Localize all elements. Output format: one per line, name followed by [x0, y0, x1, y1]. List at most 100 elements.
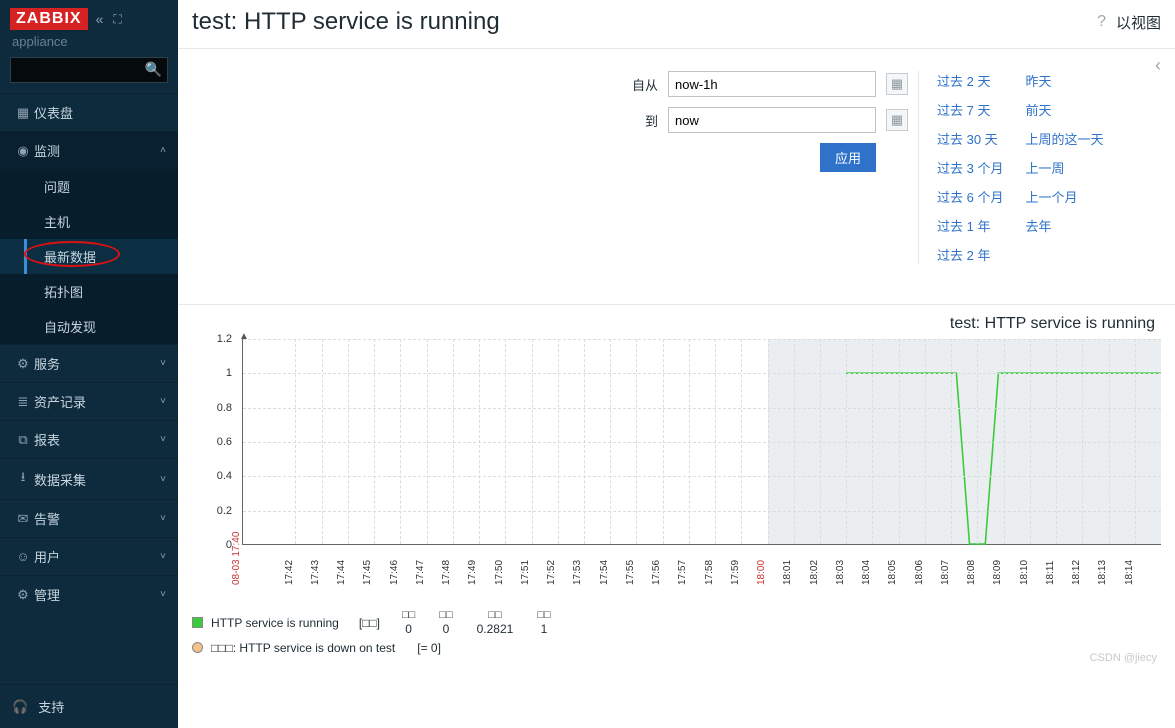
- sidebar-item-services[interactable]: ⚙服务˅: [0, 345, 178, 382]
- time-preset[interactable]: 过去 2 天: [937, 71, 1003, 90]
- time-preset[interactable]: 去年: [1025, 216, 1103, 235]
- time-preset[interactable]: 上周的这一天: [1025, 129, 1103, 148]
- sidebar-item-label: 数据采集: [34, 470, 160, 489]
- fullscreen-icon[interactable]: ⛶: [113, 12, 121, 27]
- chevron-down-icon: ˅: [160, 434, 166, 445]
- collapse-icon[interactable]: «: [96, 11, 104, 27]
- calendar-icon[interactable]: ▦: [886, 109, 908, 131]
- support-link[interactable]: 🎧 支持: [0, 684, 178, 728]
- admin-icon: ⚙: [12, 587, 34, 603]
- sidebar-item-alerts[interactable]: ✉告警˅: [0, 500, 178, 537]
- chevron-down-icon: ˅: [160, 474, 166, 485]
- time-preset[interactable]: 过去 1 年: [937, 216, 1003, 235]
- sidebar-search: 🔍: [10, 57, 168, 83]
- sidebar-item-label: 仪表盘: [34, 103, 166, 122]
- time-preset[interactable]: 前天: [1025, 100, 1103, 119]
- collect-icon: ⭳: [12, 468, 34, 490]
- time-preset[interactable]: 上一个月: [1025, 187, 1103, 206]
- chart-title: test: HTTP service is running: [192, 315, 1161, 333]
- x-tick: 18:11: [1045, 561, 1056, 585]
- time-preset[interactable]: 过去 6 个月: [937, 187, 1003, 206]
- stat-group-label: [□□]: [359, 616, 380, 630]
- x-tick: 17:47: [415, 560, 426, 585]
- stat-value: 1: [541, 622, 548, 636]
- time-preset[interactable]: 过去 3 个月: [937, 158, 1003, 177]
- trigger-legend-label: □□□: HTTP service is down on test: [211, 641, 395, 655]
- x-tick: 17:49: [467, 560, 478, 585]
- sidebar-item-reports[interactable]: ⧉报表˅: [0, 421, 178, 458]
- apply-button[interactable]: 应用: [820, 143, 876, 172]
- chevron-down-icon: ˅: [160, 589, 166, 600]
- x-tick: 18:00: [756, 560, 767, 585]
- topbar: test: HTTP service is running ? 以视图: [178, 0, 1175, 49]
- search-icon[interactable]: 🔍: [145, 61, 162, 78]
- trigger-expr: [= 0]: [417, 641, 441, 655]
- x-tick: 17:53: [572, 560, 583, 585]
- sidebar-subitem[interactable]: 自动发现: [0, 309, 178, 344]
- x-tick: 17:57: [677, 560, 688, 585]
- sidebar-subitem[interactable]: 问题: [0, 169, 178, 204]
- filter-collapse-icon[interactable]: ‹: [1155, 55, 1161, 76]
- x-tick: 18:09: [992, 560, 1003, 585]
- sidebar-item-eye[interactable]: ◉监测˄: [0, 132, 178, 169]
- x-tick: 17:54: [599, 560, 610, 585]
- sidebar-subitem[interactable]: 主机: [0, 204, 178, 239]
- time-preset[interactable]: 上一周: [1025, 158, 1103, 177]
- headset-icon: 🎧: [12, 699, 28, 715]
- series-swatch: [192, 617, 203, 628]
- sidebar-item-admin[interactable]: ⚙管理˅: [0, 576, 178, 613]
- dashboard-icon: ▦: [12, 105, 34, 121]
- brand-subtitle: appliance: [0, 34, 178, 57]
- sidebar-subitem[interactable]: 拓扑图: [0, 274, 178, 309]
- help-icon[interactable]: ?: [1097, 13, 1106, 31]
- x-tick: 17:58: [704, 560, 715, 585]
- calendar-icon[interactable]: ▦: [886, 73, 908, 95]
- chevron-up-icon: ˄: [160, 145, 166, 156]
- x-tick: 17:55: [625, 560, 636, 585]
- preset-column-right: 昨天前天上周的这一天上一周上一个月去年: [1025, 71, 1103, 264]
- from-input[interactable]: [668, 71, 876, 97]
- x-axis: 08-03 17:4017:4217:4317:4417:4517:4617:4…: [242, 545, 1161, 585]
- time-preset[interactable]: 过去 7 天: [937, 100, 1003, 119]
- view-mode-label[interactable]: 以视图: [1116, 12, 1161, 33]
- sidebar-item-collect[interactable]: ⭳数据采集˅: [0, 459, 178, 499]
- reports-icon: ⧉: [12, 432, 34, 448]
- x-origin-label: 08-03 17:40: [231, 532, 242, 585]
- users-icon: ☺: [12, 549, 34, 564]
- to-input[interactable]: [668, 107, 876, 133]
- stat-header: □□: [537, 609, 550, 622]
- x-tick: 18:03: [835, 560, 846, 585]
- time-preset[interactable]: 昨天: [1025, 71, 1103, 90]
- chevron-down-icon: ˅: [160, 513, 166, 524]
- x-tick: 17:42: [284, 560, 295, 585]
- stat-header: □□: [488, 609, 501, 622]
- y-axis: 00.20.40.60.811.2: [192, 335, 238, 545]
- x-tick: 18:08: [966, 560, 977, 585]
- time-preset[interactable]: 过去 30 天: [937, 129, 1003, 148]
- stat-value: 0.2821: [477, 622, 514, 636]
- annotation-circle: [24, 241, 120, 267]
- sidebar-item-users[interactable]: ☺用户˅: [0, 538, 178, 575]
- eye-icon: ◉: [12, 143, 34, 159]
- x-tick: 18:13: [1097, 560, 1108, 585]
- sidebar-item-inventory[interactable]: ≣资产记录˅: [0, 383, 178, 420]
- main: test: HTTP service is running ? 以视图 ‹ 自从…: [178, 0, 1175, 728]
- sidebar-item-dashboard[interactable]: ▦仪表盘: [0, 94, 178, 131]
- legend: HTTP service is running [□□] □□0□□0□□0.2…: [178, 585, 1175, 665]
- x-tick: 18:02: [809, 560, 820, 585]
- chevron-down-icon: ˅: [160, 551, 166, 562]
- x-tick: 18:05: [887, 560, 898, 585]
- x-tick: 17:50: [494, 560, 505, 585]
- to-label: 到: [618, 111, 658, 130]
- nav: ▦仪表盘◉监测˄问题主机最新数据拓扑图自动发现⚙服务˅≣资产记录˅⧉报表˅⭳数据…: [0, 93, 178, 613]
- time-preset[interactable]: 过去 2 年: [937, 245, 1003, 264]
- sidebar-item-label: 服务: [34, 354, 160, 373]
- trigger-swatch: [192, 642, 203, 653]
- plot[interactable]: [242, 339, 1161, 545]
- x-tick: 17:48: [441, 560, 452, 585]
- x-tick: 17:59: [730, 560, 741, 585]
- chevron-down-icon: ˅: [160, 358, 166, 369]
- x-tick: 17:46: [389, 560, 400, 585]
- stat-header: □□: [402, 609, 415, 622]
- sidebar-subitem[interactable]: 最新数据: [0, 239, 178, 274]
